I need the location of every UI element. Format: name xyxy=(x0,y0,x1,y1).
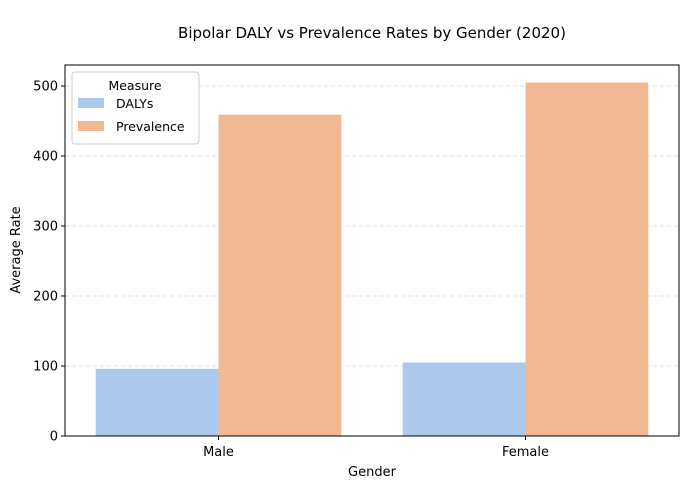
legend-label-prevalence: Prevalence xyxy=(116,119,185,134)
bar-prevalence-female xyxy=(525,82,649,436)
legend-swatch-prevalence xyxy=(78,121,104,131)
plot-frame xyxy=(64,64,680,437)
bar-dalys-female xyxy=(402,362,526,436)
bar-dalys-male xyxy=(95,368,219,436)
legend-label-dalys: DALYs xyxy=(116,96,153,111)
bars xyxy=(95,82,649,436)
y-tick-label-400: 400 xyxy=(33,150,58,165)
x-tick-label-male: Male xyxy=(203,445,234,460)
chart-title: Bipolar DALY vs Prevalence Rates by Gend… xyxy=(178,24,566,42)
y-axis-label: Average Rate xyxy=(9,206,24,293)
x-tick-label-female: Female xyxy=(502,445,549,460)
legend-title: Measure xyxy=(108,78,161,93)
y-tick-label-500: 500 xyxy=(33,80,58,95)
y-tick-label-200: 200 xyxy=(33,290,58,305)
legend: Measure DALYs Prevalence xyxy=(71,71,200,145)
y-axis: 0 100 200 300 400 500 xyxy=(33,80,65,445)
y-tick-label-100: 100 xyxy=(33,360,58,375)
x-axis: Male Female xyxy=(203,436,549,460)
x-axis-label: Gender xyxy=(348,465,397,480)
bar-prevalence-male xyxy=(218,114,342,436)
y-tick-label-300: 300 xyxy=(33,220,58,235)
y-tick-label-0: 0 xyxy=(50,430,58,445)
legend-swatch-dalys xyxy=(78,98,104,108)
